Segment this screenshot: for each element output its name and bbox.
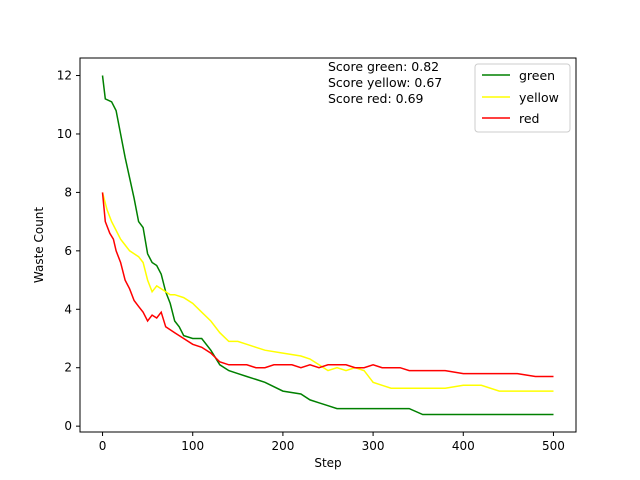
score-annotations: Score green: 0.82 Score yellow: 0.67 Sco…	[328, 59, 442, 106]
legend-box	[474, 63, 571, 133]
x-tick-label: 100	[181, 439, 204, 453]
y-tick-label: 4	[64, 302, 72, 316]
x-axis-label: Step	[314, 456, 341, 470]
series-line-yellow	[101, 192, 554, 392]
score-green-annotation: Score green: 0.82	[328, 59, 439, 74]
y-tick-label: 6	[64, 244, 72, 258]
x-tick-label: 0	[99, 439, 107, 453]
legend: green yellow red	[474, 63, 571, 133]
x-axis-ticks: 0 100 200 300 400 500	[99, 432, 565, 453]
plot-series	[101, 75, 554, 416]
legend-label-red: red	[519, 111, 540, 126]
x-tick-label: 200	[271, 439, 294, 453]
y-tick-label: 8	[64, 185, 72, 199]
axes-frame	[79, 57, 577, 433]
y-tick-label: 2	[64, 361, 72, 375]
score-yellow-annotation: Score yellow: 0.67	[328, 75, 442, 90]
x-tick-label: 300	[362, 439, 385, 453]
y-tick-label: 0	[64, 419, 72, 433]
y-axis-label: Waste Count	[32, 207, 46, 284]
legend-label-green: green	[519, 68, 555, 83]
y-tick-label: 10	[57, 127, 72, 141]
legend-label-yellow: yellow	[519, 90, 559, 105]
x-tick-label: 400	[452, 439, 475, 453]
series-line-red	[101, 192, 554, 378]
y-axis-ticks: 0 2 4 6 8 10 12	[57, 69, 80, 433]
y-tick-label: 12	[57, 69, 72, 83]
series-line-green	[101, 75, 554, 416]
score-red-annotation: Score red: 0.69	[328, 91, 424, 106]
x-tick-label: 500	[542, 439, 565, 453]
